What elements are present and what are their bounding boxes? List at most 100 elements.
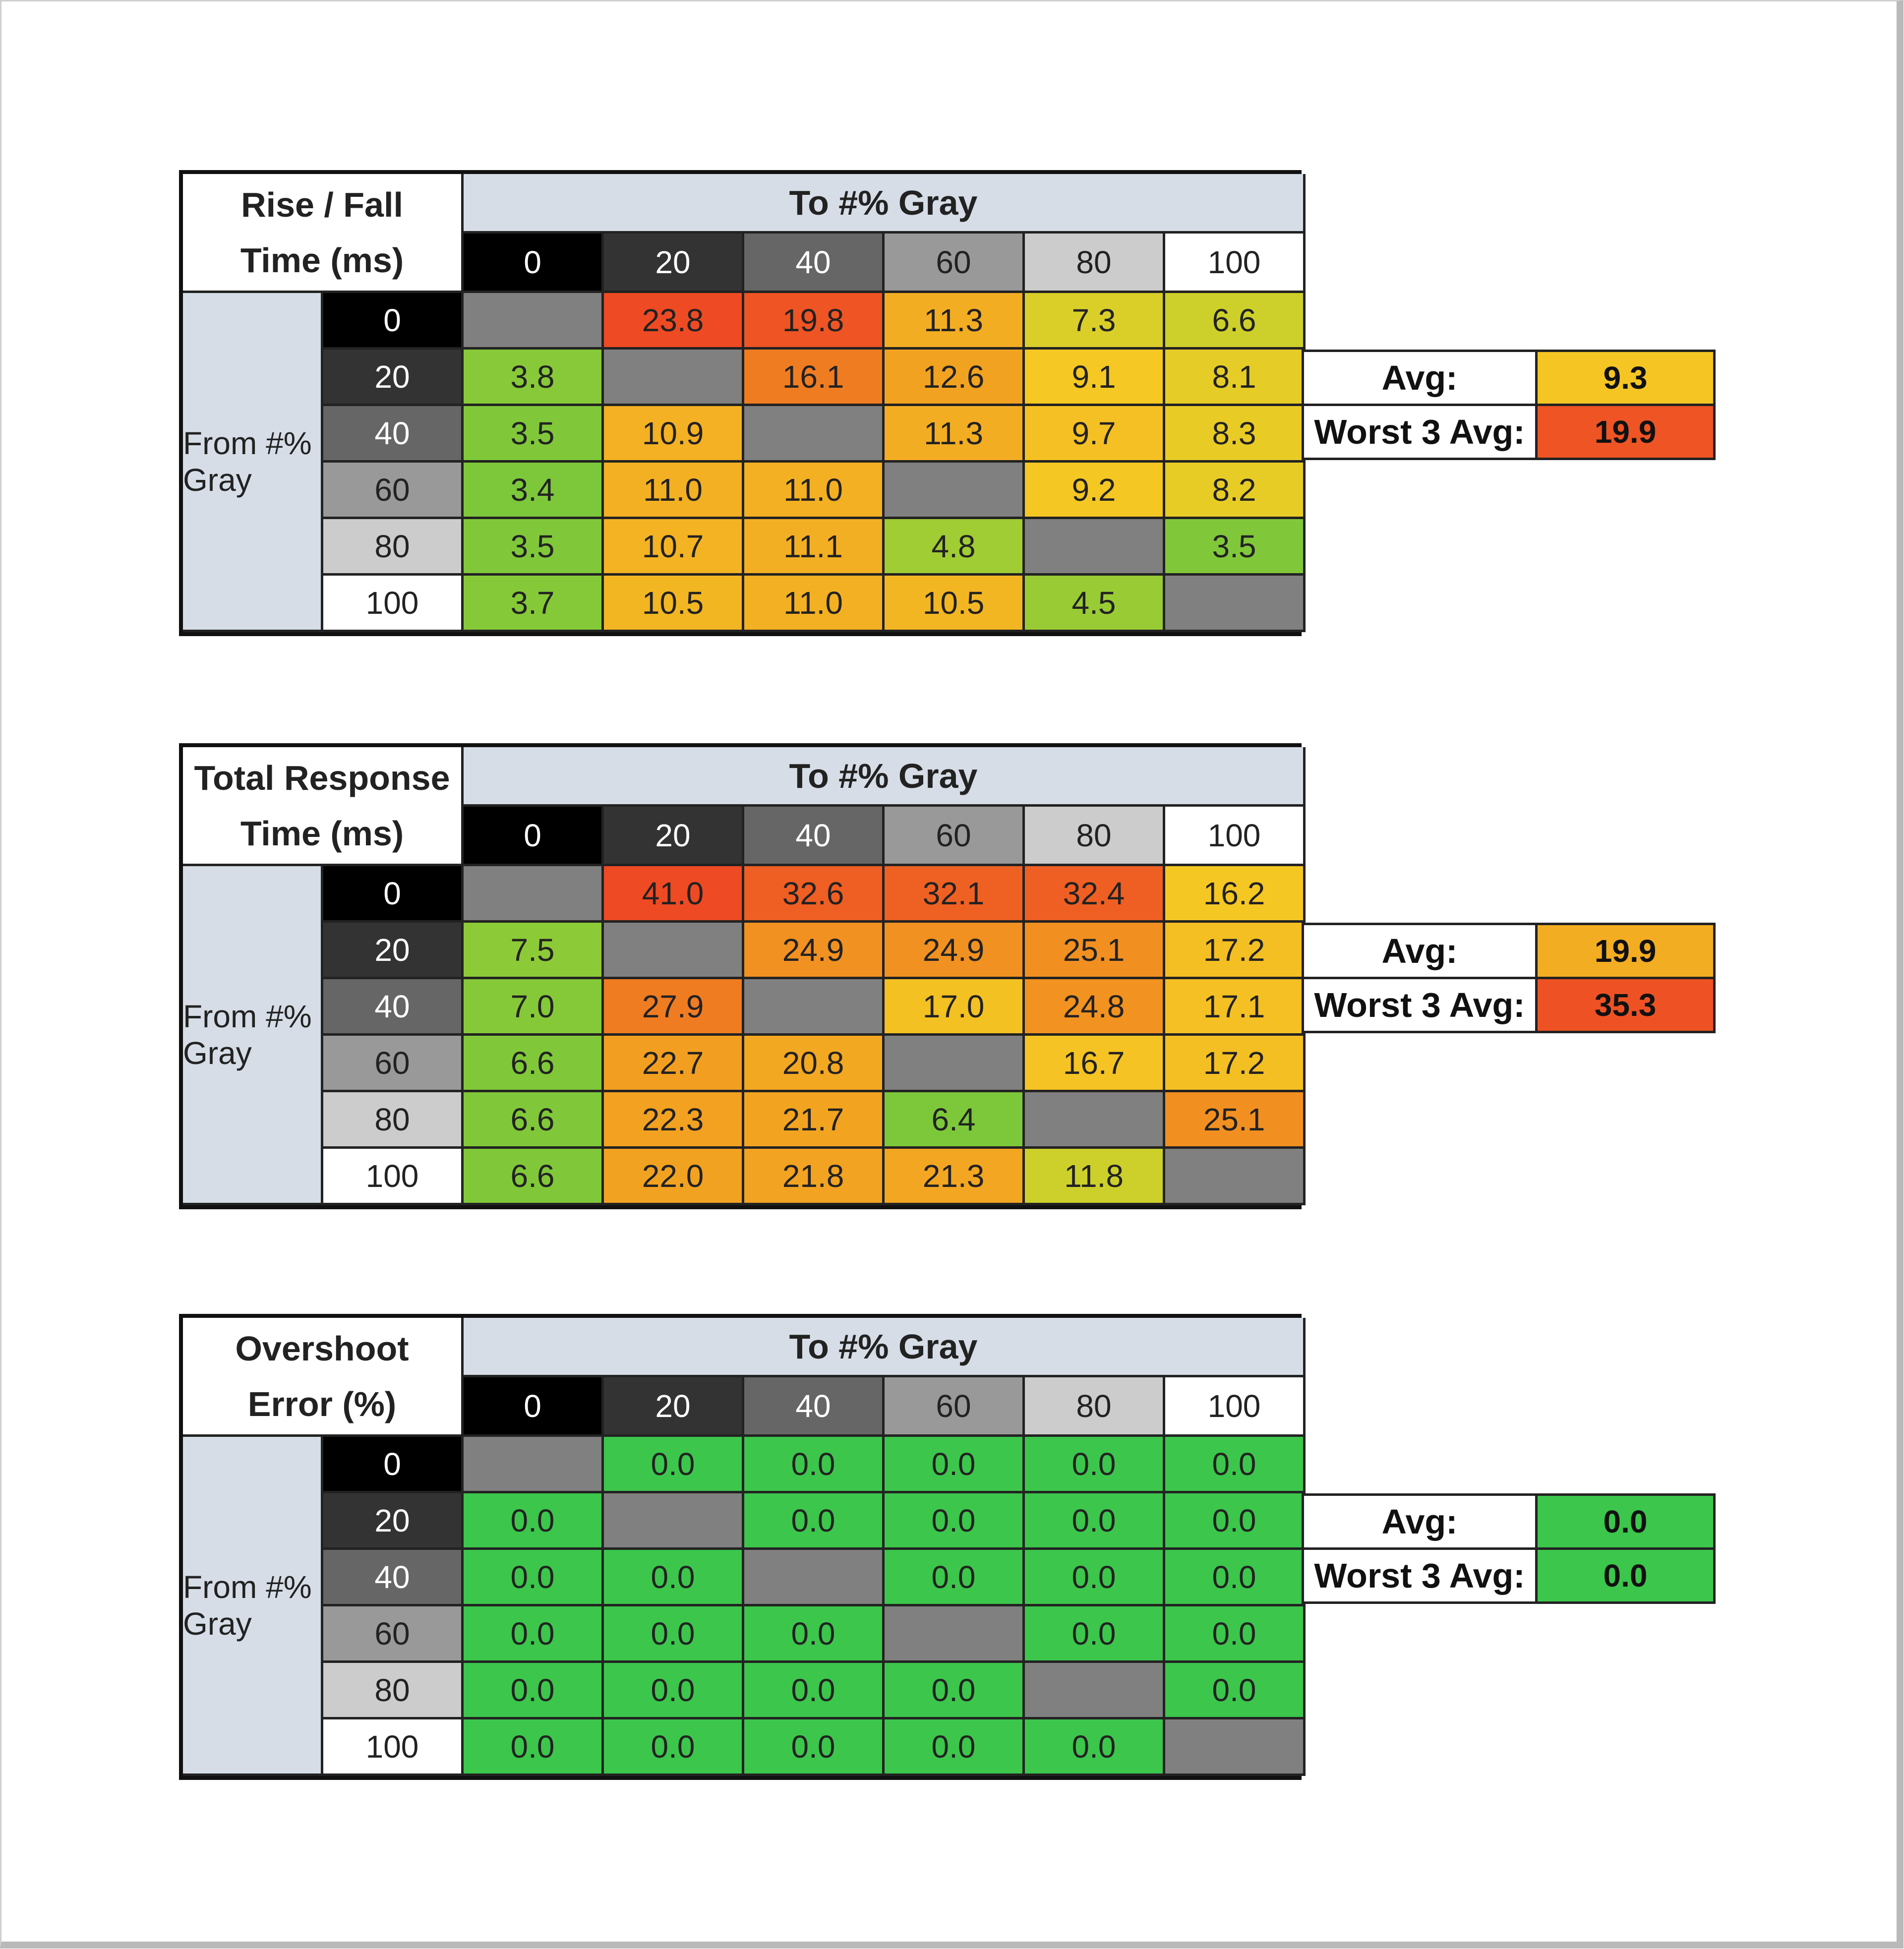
avg-label: Avg: bbox=[1302, 350, 1538, 406]
table-title: Rise / Fall Time (ms) bbox=[183, 174, 464, 293]
to-level-header: 40 bbox=[744, 1377, 885, 1437]
value-cell: 0.0 bbox=[744, 1437, 885, 1493]
value-cell: 7.3 bbox=[1025, 293, 1165, 350]
value-cell: 3.7 bbox=[464, 576, 604, 632]
from-level-header: 80 bbox=[323, 1092, 464, 1149]
diagonal-cell bbox=[744, 406, 885, 463]
value-cell: 27.9 bbox=[604, 979, 744, 1036]
diagonal-cell bbox=[1025, 1663, 1165, 1719]
value-cell: 0.0 bbox=[885, 1550, 1025, 1606]
worst-3-avg-value: 35.3 bbox=[1535, 977, 1716, 1033]
from-level-header: 80 bbox=[323, 1663, 464, 1719]
value-cell: 11.3 bbox=[885, 406, 1025, 463]
value-cell: 11.8 bbox=[1025, 1149, 1165, 1205]
from-gray-label: From #% Gray bbox=[183, 998, 312, 1071]
value-cell: 0.0 bbox=[1025, 1550, 1165, 1606]
diagonal-cell bbox=[1165, 1149, 1306, 1205]
to-level-header: 60 bbox=[885, 234, 1025, 293]
worst-3-avg-label: Worst 3 Avg: bbox=[1302, 404, 1538, 460]
to-level-header: 100 bbox=[1165, 1377, 1306, 1437]
value-cell: 3.4 bbox=[464, 463, 604, 519]
table-title: Total Response Time (ms) bbox=[183, 747, 464, 866]
value-cell: 25.1 bbox=[1025, 923, 1165, 979]
value-cell: 6.6 bbox=[1165, 293, 1306, 350]
from-gray-label: From #% Gray bbox=[183, 425, 312, 498]
value-cell: 7.0 bbox=[464, 979, 604, 1036]
to-level-header: 40 bbox=[744, 234, 885, 293]
to-level-header: 0 bbox=[464, 234, 604, 293]
from-gray-header: From #% Gray bbox=[183, 866, 323, 1205]
value-cell: 10.9 bbox=[604, 406, 744, 463]
from-level-header: 100 bbox=[323, 1719, 464, 1776]
value-cell: 32.6 bbox=[744, 866, 885, 923]
value-cell: 9.2 bbox=[1025, 463, 1165, 519]
value-cell: 21.8 bbox=[744, 1149, 885, 1205]
value-cell: 11.0 bbox=[744, 576, 885, 632]
value-cell: 0.0 bbox=[744, 1663, 885, 1719]
value-cell: 3.5 bbox=[464, 519, 604, 576]
diagonal-cell bbox=[604, 923, 744, 979]
to-level-header: 20 bbox=[604, 807, 744, 866]
value-cell: 16.7 bbox=[1025, 1036, 1165, 1092]
value-cell: 0.0 bbox=[885, 1663, 1025, 1719]
value-cell: 10.7 bbox=[604, 519, 744, 576]
worst-3-avg-label: Worst 3 Avg: bbox=[1302, 1547, 1538, 1604]
diagonal-cell bbox=[1165, 576, 1306, 632]
to-level-header: 100 bbox=[1165, 807, 1306, 866]
avg-value: 0.0 bbox=[1535, 1493, 1716, 1550]
diagonal-cell bbox=[464, 1437, 604, 1493]
to-level-header: 0 bbox=[464, 1377, 604, 1437]
value-cell: 24.9 bbox=[885, 923, 1025, 979]
value-cell: 11.0 bbox=[604, 463, 744, 519]
to-level-header: 0 bbox=[464, 807, 604, 866]
from-level-header: 40 bbox=[323, 1550, 464, 1606]
value-cell: 9.7 bbox=[1025, 406, 1165, 463]
value-cell: 0.0 bbox=[744, 1606, 885, 1663]
to-level-header: 80 bbox=[1025, 807, 1165, 866]
value-cell: 0.0 bbox=[604, 1437, 744, 1493]
value-cell: 0.0 bbox=[604, 1550, 744, 1606]
value-cell: 11.3 bbox=[885, 293, 1025, 350]
value-cell: 22.7 bbox=[604, 1036, 744, 1092]
value-cell: 41.0 bbox=[604, 866, 744, 923]
from-level-header: 20 bbox=[323, 350, 464, 406]
to-level-header: 100 bbox=[1165, 234, 1306, 293]
value-cell: 11.1 bbox=[744, 519, 885, 576]
from-level-header: 80 bbox=[323, 519, 464, 576]
diagonal-cell bbox=[464, 866, 604, 923]
from-gray-label: From #% Gray bbox=[183, 1569, 312, 1642]
value-cell: 9.1 bbox=[1025, 350, 1165, 406]
data-table: Rise / Fall Time (ms) To #% Gray 0 20 40 60 80 1… bbox=[179, 170, 1306, 636]
value-cell: 25.1 bbox=[1165, 1092, 1306, 1149]
value-cell: 11.0 bbox=[744, 463, 885, 519]
to-gray-header: To #% Gray bbox=[464, 1318, 1306, 1377]
to-level-header: 20 bbox=[604, 1377, 744, 1437]
value-cell: 17.2 bbox=[1165, 923, 1306, 979]
value-cell: 0.0 bbox=[1025, 1719, 1165, 1776]
value-cell: 0.0 bbox=[464, 1663, 604, 1719]
to-level-header: 60 bbox=[885, 1377, 1025, 1437]
from-level-header: 100 bbox=[323, 1149, 464, 1205]
value-cell: 0.0 bbox=[1165, 1550, 1306, 1606]
value-cell: 0.0 bbox=[604, 1663, 744, 1719]
value-cell: 0.0 bbox=[464, 1550, 604, 1606]
table-title-line: Time (ms) bbox=[240, 240, 404, 280]
value-cell: 0.0 bbox=[1165, 1493, 1306, 1550]
diagonal-cell bbox=[1025, 519, 1165, 576]
value-cell: 24.9 bbox=[744, 923, 885, 979]
from-level-header: 0 bbox=[323, 866, 464, 923]
from-level-header: 40 bbox=[323, 406, 464, 463]
diagonal-cell bbox=[744, 979, 885, 1036]
to-level-header: 80 bbox=[1025, 1377, 1165, 1437]
value-cell: 10.5 bbox=[885, 576, 1025, 632]
value-cell: 3.5 bbox=[464, 406, 604, 463]
diagonal-cell bbox=[1165, 1719, 1306, 1776]
from-gray-header: From #% Gray bbox=[183, 1437, 323, 1776]
value-cell: 32.4 bbox=[1025, 866, 1165, 923]
table-title-line: Total Response bbox=[194, 758, 450, 797]
diagonal-cell bbox=[604, 1493, 744, 1550]
worst-3-avg-value: 0.0 bbox=[1535, 1547, 1716, 1604]
table-title-line: Time (ms) bbox=[240, 814, 404, 853]
from-level-header: 40 bbox=[323, 979, 464, 1036]
value-cell: 6.6 bbox=[464, 1149, 604, 1205]
